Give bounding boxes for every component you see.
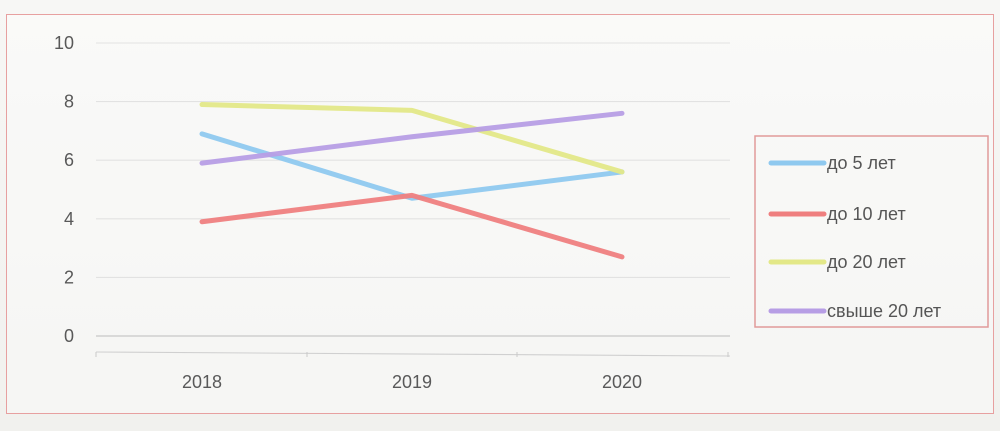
- series-layer: [199, 102, 625, 260]
- legend-label-1: до 10 лет: [827, 204, 906, 224]
- y-tick-label: 0: [64, 326, 74, 346]
- axis-layer: [95, 351, 731, 357]
- series-line-0: [199, 131, 625, 201]
- x-tick-label: 2018: [182, 372, 222, 392]
- y-tick-label: 4: [64, 209, 74, 229]
- legend-layer: до 5 лет до 10 лет до 20 лет свыше 20 лет: [754, 135, 989, 328]
- grid-layer: [96, 42, 730, 337]
- x-tick-label: 2020: [602, 372, 642, 392]
- y-tick-label: 10: [54, 33, 74, 53]
- legend-label-2: до 20 лет: [827, 252, 906, 272]
- chart-frame: [6, 14, 994, 414]
- y-tick-label: 6: [64, 150, 74, 170]
- legend-label-0: до 5 лет: [827, 153, 896, 173]
- y-tick-label: 8: [64, 92, 74, 112]
- legend-box: [754, 135, 989, 328]
- x-axis-line: [95, 351, 731, 357]
- series-line-1: [199, 192, 625, 260]
- legend-label-3: свыше 20 лет: [827, 301, 941, 321]
- y-tick-label: 2: [64, 267, 74, 287]
- x-tick-label: 2019: [392, 372, 432, 392]
- label-layer: 0 2 4 6 8 10 2018 2019 2020: [54, 33, 642, 392]
